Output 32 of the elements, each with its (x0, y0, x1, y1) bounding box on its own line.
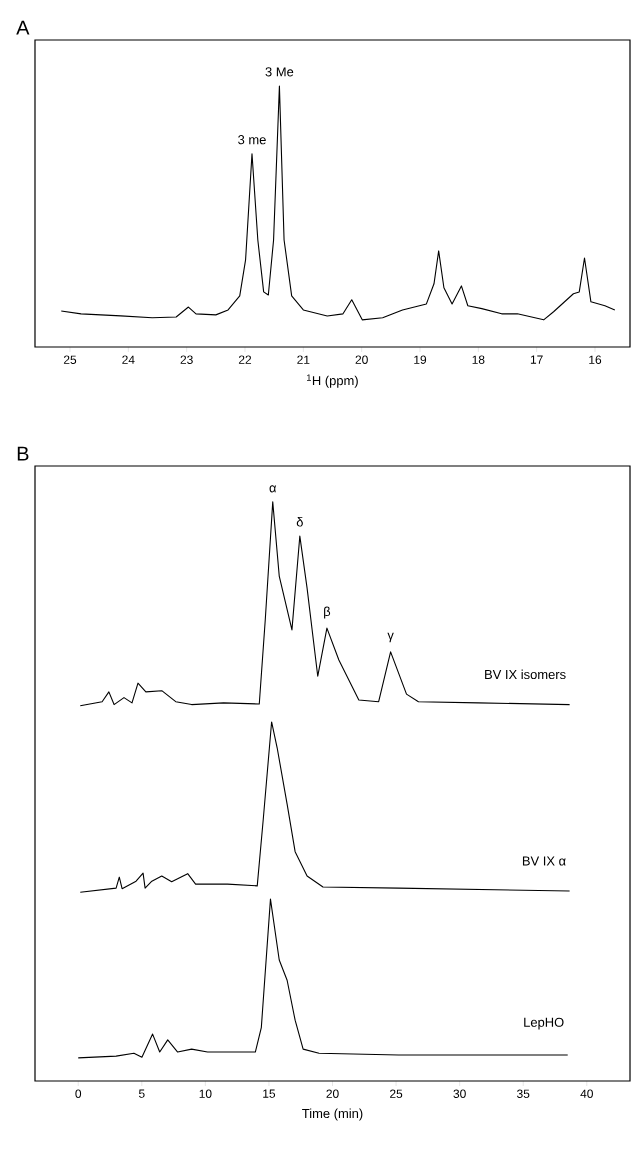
x-tick-label: 25 (390, 1089, 403, 1098)
annotation: δ (296, 517, 303, 527)
x-axis-title: Time (min) (302, 1108, 363, 1121)
x-tick-label: 25 (63, 355, 77, 364)
x-tick-label: 22 (238, 355, 252, 364)
x-tick-label: 16 (589, 355, 602, 364)
annotation: β (324, 606, 331, 619)
x-tick-label: 21 (297, 355, 310, 364)
x-tick-label: 20 (326, 1089, 339, 1098)
x-tick-label: 10 (199, 1089, 212, 1098)
x-tick-label: 18 (472, 355, 485, 364)
x-tick-label: 20 (355, 355, 368, 364)
x-tick-label: 5 (138, 1089, 145, 1098)
series-label: BV IX α (522, 856, 566, 866)
chart-title: B (17, 446, 29, 461)
x-tick-label: 40 (580, 1089, 593, 1098)
chart-title: A (16, 20, 30, 35)
x-axis-title: $^{1}$H (ppm) (307, 374, 358, 388)
x-tick-label: 17 (530, 355, 543, 364)
annotation: 3 me (238, 135, 266, 145)
annotation: γ (387, 632, 394, 643)
x-tick-label: 35 (517, 1089, 530, 1098)
series-label: BV IX isomers (485, 669, 566, 680)
x-tick-label: 0 (75, 1089, 82, 1098)
x-tick-label: 24 (122, 355, 135, 364)
annotation: α (269, 485, 277, 493)
x-tick-label: 23 (180, 355, 193, 364)
x-tick-label: 19 (414, 355, 427, 364)
x-tick-label: 30 (453, 1089, 466, 1098)
series-label: LepHO (524, 1017, 564, 1030)
annotation: 3 Me (265, 67, 294, 77)
x-tick-label: 15 (263, 1089, 276, 1098)
